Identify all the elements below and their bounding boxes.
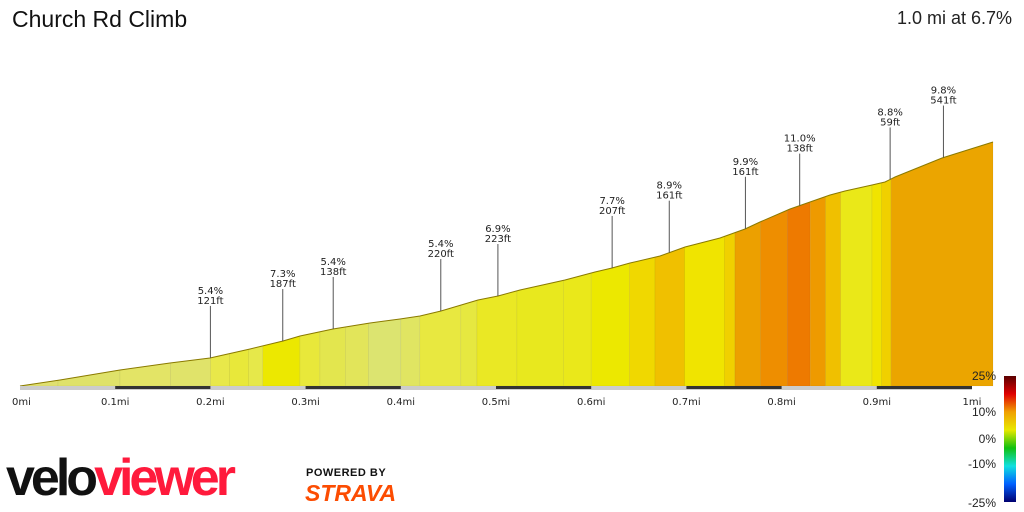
segment-annotation: 9.8%541ft bbox=[930, 86, 957, 158]
gradient-segment bbox=[345, 322, 369, 387]
annotation-length: 121ft bbox=[197, 296, 223, 307]
segment-annotation: 5.4%220ft bbox=[428, 239, 454, 312]
strava-logo: STRAVA bbox=[305, 480, 397, 506]
segment-annotation: 5.4%121ft bbox=[197, 286, 224, 358]
annotation-grade: 5.4% bbox=[198, 286, 223, 297]
gradient-segment bbox=[881, 178, 892, 387]
gradient-segment bbox=[809, 196, 826, 387]
gradient-segment bbox=[654, 246, 685, 387]
x-tick-label: 0.1mi bbox=[101, 397, 129, 408]
annotation-length: 161ft bbox=[732, 167, 758, 178]
annotation-grade: 6.9% bbox=[485, 224, 510, 235]
veloviewer-logo: veloviewer bbox=[6, 449, 236, 507]
gradient-segment bbox=[871, 182, 882, 387]
annotation-grade: 8.8% bbox=[877, 107, 902, 118]
axis-band bbox=[496, 386, 592, 389]
gradient-segment bbox=[57, 369, 121, 387]
gradient-segment bbox=[210, 353, 230, 387]
axis-band bbox=[876, 386, 972, 389]
x-tick-label: 1mi bbox=[963, 397, 982, 408]
annotation-grade: 5.4% bbox=[321, 257, 346, 268]
annotation-length: 223ft bbox=[485, 234, 511, 245]
x-tick-label: 0.7mi bbox=[672, 397, 700, 408]
segment-annotation: 7.7%207ft bbox=[599, 196, 625, 268]
gradient-segment bbox=[890, 141, 994, 387]
gradient-segment bbox=[299, 331, 321, 387]
segment-annotation: 8.8%59ft bbox=[877, 107, 903, 180]
gradient-segment bbox=[760, 209, 788, 387]
segment-annotation: 11.0%138ft bbox=[784, 134, 816, 206]
page-title: Church Rd Climb bbox=[12, 6, 188, 32]
gradient-segment bbox=[787, 201, 811, 387]
logo-velo: velo bbox=[6, 449, 98, 507]
annotation-length: 161ft bbox=[656, 191, 682, 202]
annotation-length: 220ft bbox=[428, 249, 454, 260]
gradient-segment bbox=[628, 256, 656, 387]
segment-annotation: 5.4%138ft bbox=[320, 257, 346, 329]
axis-band bbox=[305, 386, 401, 389]
segment-annotation: 9.9%161ft bbox=[732, 157, 759, 229]
x-tick-label: 0mi bbox=[12, 397, 31, 408]
gradient-segment bbox=[460, 299, 478, 387]
segment-annotation: 8.9%161ft bbox=[656, 181, 683, 253]
annotation-grade: 11.0% bbox=[784, 134, 816, 145]
annotation-length: 207ft bbox=[599, 206, 625, 217]
annotation-grade: 7.7% bbox=[599, 196, 624, 207]
gradient-segment bbox=[724, 232, 736, 387]
gradient-segment bbox=[248, 345, 264, 387]
annotation-length: 138ft bbox=[787, 144, 813, 155]
gradient-segment bbox=[840, 184, 873, 387]
gradient-segment bbox=[229, 348, 249, 387]
gradient-segment bbox=[319, 326, 346, 387]
gradient-color-scale bbox=[1004, 376, 1016, 502]
annotation-length: 187ft bbox=[270, 279, 296, 290]
scale-label: 0% bbox=[979, 432, 997, 446]
x-tick-label: 0.2mi bbox=[196, 397, 224, 408]
gradient-segment bbox=[419, 304, 462, 387]
powered-by-label: POWERED BY bbox=[306, 467, 387, 479]
x-tick-label: 0.9mi bbox=[863, 397, 891, 408]
gradient-segment bbox=[368, 318, 402, 387]
gradient-segment bbox=[262, 335, 301, 387]
scale-label: -25% bbox=[968, 496, 996, 510]
scale-label: 10% bbox=[972, 405, 996, 419]
axis-band bbox=[115, 386, 211, 389]
annotation-length: 59ft bbox=[880, 117, 900, 128]
gradient-segment bbox=[516, 279, 564, 387]
profile-line bbox=[19, 141, 994, 387]
annotation-grade: 7.3% bbox=[270, 269, 295, 280]
gradient-segment bbox=[590, 262, 630, 387]
scale-label: 25% bbox=[972, 369, 996, 383]
x-tick-label: 0.4mi bbox=[387, 397, 415, 408]
x-tick-label: 0.8mi bbox=[767, 397, 795, 408]
annotation-grade: 5.4% bbox=[428, 239, 453, 250]
axis-band bbox=[686, 386, 782, 389]
x-tick-label: 0.3mi bbox=[291, 397, 319, 408]
gradient-segment bbox=[563, 272, 592, 387]
scale-label: -10% bbox=[968, 457, 996, 471]
climb-summary: 1.0 mi at 6.7% bbox=[896, 8, 1012, 28]
gradient-segment bbox=[825, 191, 841, 387]
annotation-grade: 9.9% bbox=[733, 157, 758, 168]
x-tick-label: 0.5mi bbox=[482, 397, 510, 408]
gradient-segment bbox=[476, 290, 518, 387]
gradient-segment bbox=[684, 235, 725, 387]
logo-viewer: viewer bbox=[94, 449, 236, 507]
annotation-length: 541ft bbox=[930, 96, 956, 107]
gradient-segment bbox=[400, 315, 421, 387]
segment-annotation: 7.3%187ft bbox=[270, 269, 296, 342]
annotation-grade: 8.9% bbox=[657, 181, 682, 192]
annotation-length: 138ft bbox=[320, 267, 346, 278]
x-tick-label: 0.6mi bbox=[577, 397, 605, 408]
gradient-segment bbox=[734, 221, 761, 387]
annotation-grade: 9.8% bbox=[931, 86, 956, 97]
segment-annotation: 6.9%223ft bbox=[485, 224, 511, 297]
